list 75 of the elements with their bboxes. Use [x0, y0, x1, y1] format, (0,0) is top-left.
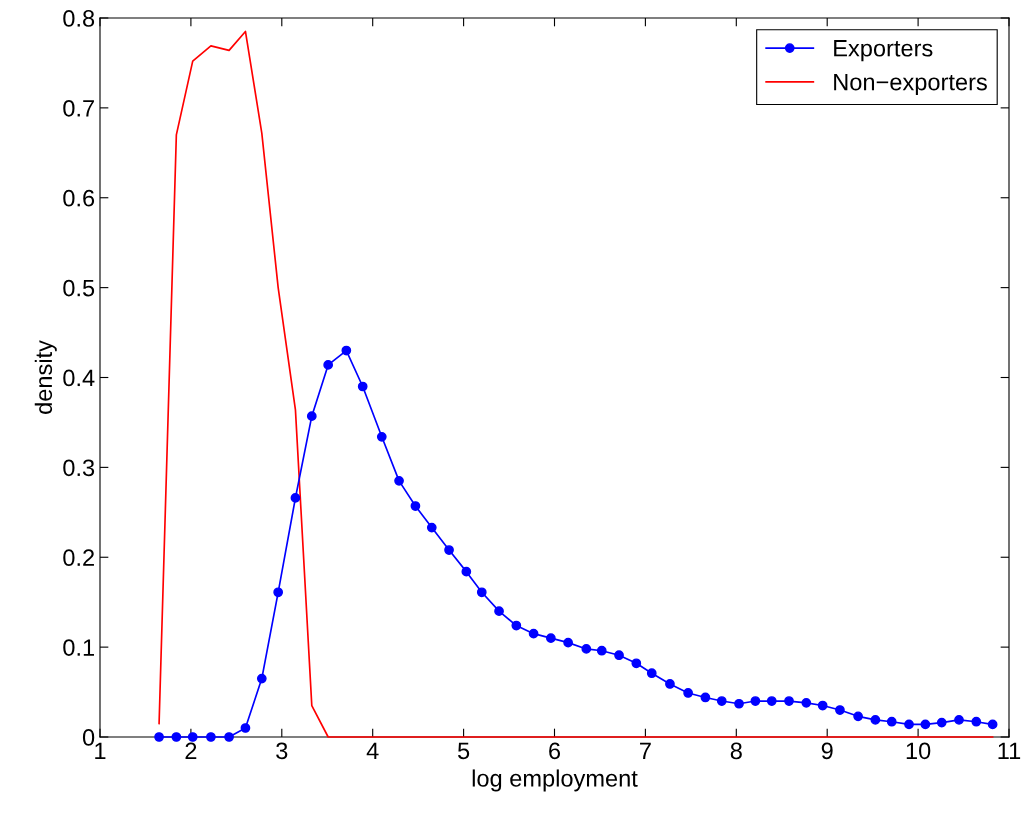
point — [528, 628, 539, 639]
point — [784, 696, 794, 706]
point — [394, 475, 404, 486]
point — [410, 501, 421, 511]
line-series — [158, 30, 994, 738]
x-tick-label: 2 — [185, 742, 197, 759]
point — [306, 411, 317, 422]
point — [920, 719, 931, 730]
y-tick-label: 0.7 — [63, 99, 94, 117]
x-tick-label: 11 — [998, 742, 1021, 759]
x-tick-label: 5 — [457, 742, 470, 760]
point — [971, 716, 982, 727]
point — [511, 620, 522, 631]
point — [665, 679, 675, 689]
y-axis-title: density — [34, 340, 57, 414]
point — [290, 493, 301, 503]
point — [546, 633, 556, 643]
y-tick-label: 0.6 — [63, 189, 95, 207]
point — [886, 716, 897, 727]
point — [154, 732, 164, 742]
point — [323, 360, 334, 370]
point — [700, 692, 711, 703]
point — [716, 696, 727, 706]
point — [870, 715, 881, 725]
point — [954, 715, 964, 725]
point — [904, 719, 914, 730]
point — [801, 697, 812, 708]
point — [376, 431, 387, 442]
x-tick-label: 6 — [549, 742, 561, 760]
point — [581, 644, 592, 654]
y-tick-label: 0.4 — [63, 369, 95, 387]
x-tick-label: 3 — [276, 742, 288, 760]
point — [614, 650, 624, 661]
point — [240, 723, 251, 733]
point — [631, 658, 642, 669]
legend-label: Exporters — [834, 40, 933, 62]
y-tick-label: 0.3 — [63, 459, 95, 477]
point — [494, 606, 504, 617]
legend-label: Non−exporters — [834, 73, 987, 96]
point — [171, 732, 182, 742]
point — [987, 719, 998, 730]
y-tick-label: 0 — [82, 729, 95, 746]
point — [596, 645, 607, 656]
y-tick-label: 0.2 — [63, 549, 94, 567]
y-tick-label: 0.8 — [63, 10, 95, 27]
x-tick-label: 1 — [95, 742, 106, 759]
point — [256, 673, 267, 684]
point — [750, 696, 761, 706]
point — [426, 522, 437, 533]
point — [273, 587, 284, 598]
point — [817, 700, 828, 711]
point — [766, 696, 777, 706]
point — [187, 732, 198, 742]
point — [461, 566, 472, 577]
x-tick-label: 10 — [906, 742, 931, 760]
point — [563, 637, 573, 648]
point — [357, 381, 368, 392]
point — [683, 688, 693, 698]
point — [646, 668, 657, 679]
point — [206, 732, 216, 742]
x-tick-label: 4 — [366, 742, 379, 759]
point — [476, 587, 487, 598]
point — [224, 732, 234, 742]
x-tick-label: 7 — [640, 742, 651, 759]
point — [444, 545, 454, 555]
point — [734, 698, 744, 709]
point — [341, 345, 352, 356]
point — [936, 717, 947, 728]
point — [853, 711, 863, 722]
y-tick-label: 0.1 — [63, 639, 94, 656]
x-tick-label: 8 — [730, 742, 742, 760]
x-axis-title: log employment — [472, 769, 638, 792]
x-tick-label: 9 — [821, 742, 833, 760]
point — [835, 705, 845, 715]
y-tick-label: 0.5 — [63, 279, 95, 297]
